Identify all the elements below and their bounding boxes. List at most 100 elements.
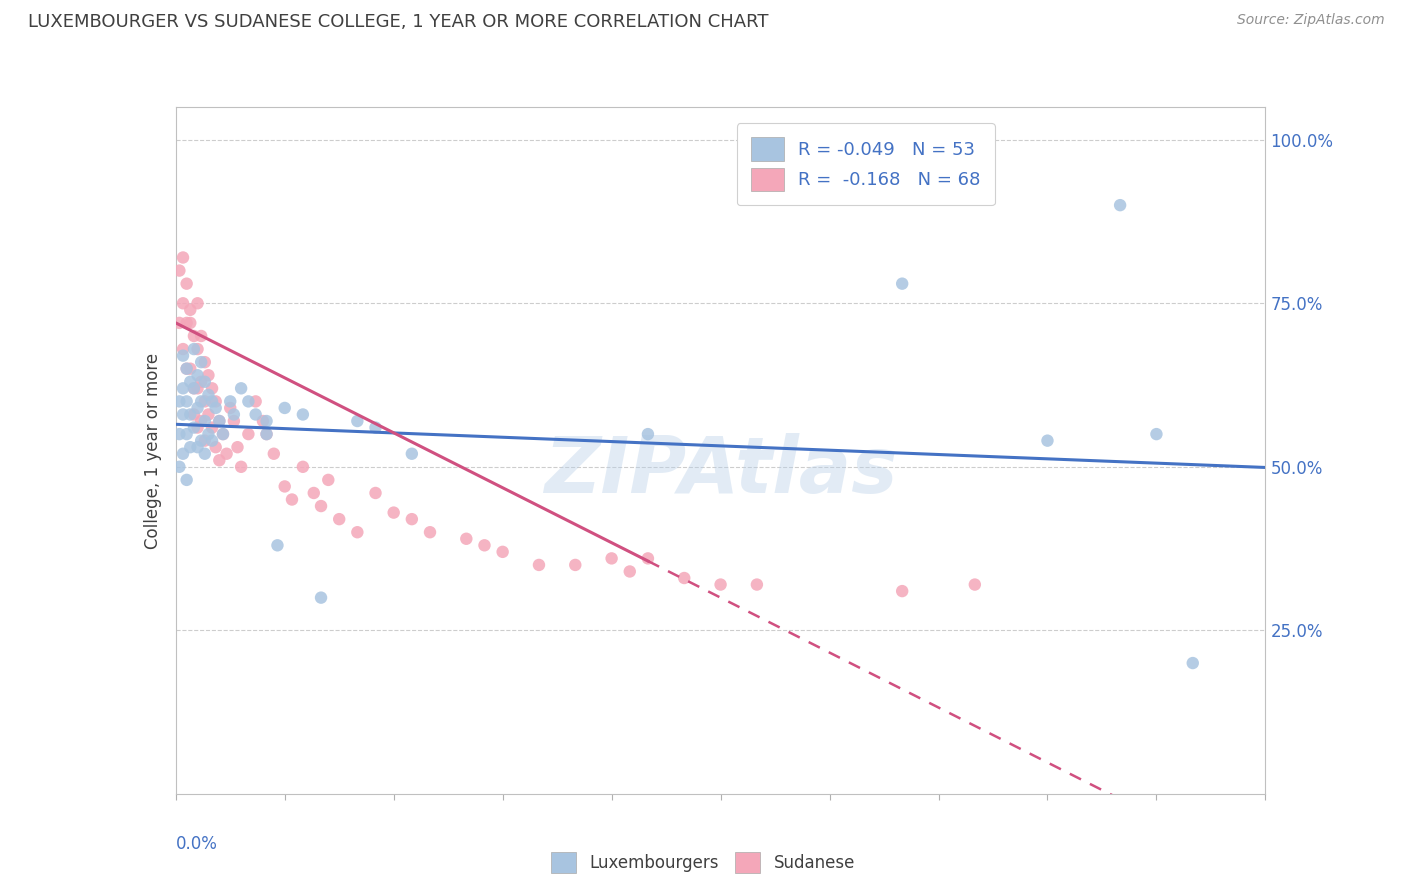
- Point: [190, 375, 212, 389]
- Text: Source: ZipAtlas.com: Source: ZipAtlas.com: [1237, 13, 1385, 28]
- Point: [197, 368, 219, 383]
- Point: [619, 565, 641, 579]
- Point: [169, 427, 191, 442]
- Point: [309, 591, 332, 605]
- Point: [492, 545, 515, 559]
- Point: [194, 394, 217, 409]
- Text: LUXEMBOURGER VS SUDANESE COLLEGE, 1 YEAR OR MORE CORRELATION CHART: LUXEMBOURGER VS SUDANESE COLLEGE, 1 YEAR…: [28, 13, 769, 31]
- Legend: R = -0.049   N = 53, R =  -0.168   N = 68: R = -0.049 N = 53, R = -0.168 N = 68: [737, 123, 995, 205]
- Point: [419, 525, 441, 540]
- Point: [256, 427, 278, 442]
- Point: [219, 394, 242, 409]
- Point: [238, 394, 260, 409]
- Point: [212, 427, 235, 442]
- Point: [172, 349, 194, 363]
- Point: [745, 577, 768, 591]
- Point: [183, 381, 205, 395]
- Point: [172, 447, 194, 461]
- Point: [302, 486, 325, 500]
- Point: [172, 251, 194, 265]
- Point: [186, 381, 209, 395]
- Point: [169, 263, 191, 277]
- Legend: Luxembourgers, Sudanese: Luxembourgers, Sudanese: [544, 846, 862, 880]
- Point: [222, 414, 245, 428]
- Point: [673, 571, 696, 585]
- Y-axis label: College, 1 year or more: College, 1 year or more: [143, 352, 162, 549]
- Point: [179, 375, 201, 389]
- Point: [238, 427, 260, 442]
- Point: [245, 394, 267, 409]
- Point: [245, 408, 267, 422]
- Point: [201, 420, 224, 434]
- Point: [456, 532, 478, 546]
- Point: [176, 394, 198, 409]
- Point: [183, 342, 205, 356]
- Point: [401, 512, 423, 526]
- Point: [194, 434, 217, 448]
- Point: [600, 551, 623, 566]
- Point: [190, 414, 212, 428]
- Point: [172, 381, 194, 395]
- Point: [637, 427, 659, 442]
- Point: [201, 381, 224, 395]
- Point: [179, 408, 201, 422]
- Point: [226, 440, 249, 454]
- Point: [194, 375, 217, 389]
- Point: [208, 453, 231, 467]
- Point: [564, 558, 586, 572]
- Text: 0.0%: 0.0%: [176, 835, 218, 853]
- Point: [274, 479, 297, 493]
- Point: [263, 447, 285, 461]
- Point: [1036, 434, 1059, 448]
- Point: [274, 401, 297, 415]
- Point: [256, 414, 278, 428]
- Text: ZIPAtlas: ZIPAtlas: [544, 433, 897, 509]
- Point: [208, 414, 231, 428]
- Point: [172, 296, 194, 310]
- Point: [346, 525, 368, 540]
- Point: [1181, 656, 1204, 670]
- Point: [186, 342, 209, 356]
- Point: [197, 427, 219, 442]
- Point: [219, 401, 242, 415]
- Point: [204, 394, 226, 409]
- Point: [291, 408, 314, 422]
- Point: [183, 329, 205, 343]
- Point: [169, 459, 191, 474]
- Point: [281, 492, 304, 507]
- Point: [186, 368, 209, 383]
- Point: [197, 388, 219, 402]
- Point: [364, 486, 387, 500]
- Point: [179, 316, 201, 330]
- Point: [527, 558, 550, 572]
- Point: [197, 408, 219, 422]
- Point: [176, 277, 198, 291]
- Point: [710, 577, 733, 591]
- Point: [291, 459, 314, 474]
- Point: [1146, 427, 1168, 442]
- Point: [169, 316, 191, 330]
- Point: [194, 355, 217, 369]
- Point: [204, 401, 226, 415]
- Point: [963, 577, 986, 591]
- Point: [891, 584, 914, 599]
- Point: [328, 512, 350, 526]
- Point: [194, 414, 217, 428]
- Point: [183, 408, 205, 422]
- Point: [176, 473, 198, 487]
- Point: [215, 447, 238, 461]
- Point: [201, 394, 224, 409]
- Point: [256, 427, 278, 442]
- Point: [231, 381, 253, 395]
- Point: [190, 329, 212, 343]
- Point: [179, 302, 201, 317]
- Point: [186, 401, 209, 415]
- Point: [1109, 198, 1132, 212]
- Point: [172, 408, 194, 422]
- Point: [318, 473, 340, 487]
- Point: [204, 440, 226, 454]
- Point: [382, 506, 405, 520]
- Point: [179, 440, 201, 454]
- Point: [176, 361, 198, 376]
- Point: [186, 420, 209, 434]
